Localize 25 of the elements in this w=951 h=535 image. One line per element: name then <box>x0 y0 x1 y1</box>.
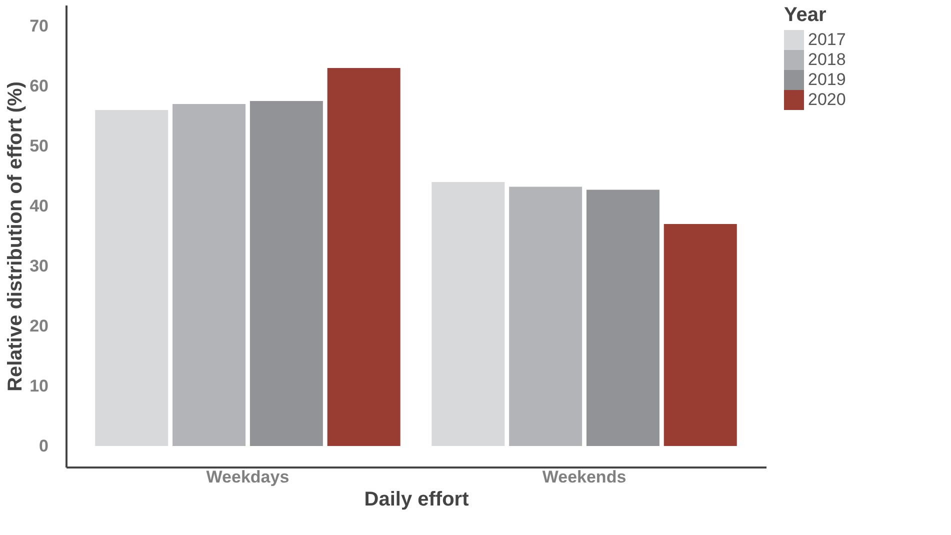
legend-title: Year <box>784 4 826 26</box>
bar <box>664 224 737 446</box>
bar <box>432 182 505 446</box>
bar <box>327 68 400 446</box>
bar <box>586 190 660 446</box>
legend-label: 2019 <box>808 70 846 89</box>
y-tick-label: 40 <box>30 196 48 216</box>
y-tick-label: 30 <box>30 256 48 276</box>
legend-label: 2018 <box>808 50 846 69</box>
x-axis-title: Daily effort <box>364 488 470 510</box>
y-tick-label: 0 <box>39 436 48 456</box>
x-tick-label: Weekdays <box>206 468 290 486</box>
y-tick-label: 20 <box>30 316 48 336</box>
y-tick-label: 60 <box>30 76 48 96</box>
y-tick-label: 70 <box>30 16 48 36</box>
bar <box>95 110 168 446</box>
legend-label: 2020 <box>808 90 846 109</box>
y-tick-label: 50 <box>30 136 48 156</box>
bar <box>172 104 246 446</box>
y-tick-label: 10 <box>30 376 48 396</box>
legend-label: 2017 <box>808 30 846 49</box>
bar <box>509 186 582 446</box>
bar <box>250 101 323 446</box>
y-axis-title: Relative distribution of effort (%) <box>4 82 27 392</box>
x-tick-label: Weekends <box>542 468 626 486</box>
